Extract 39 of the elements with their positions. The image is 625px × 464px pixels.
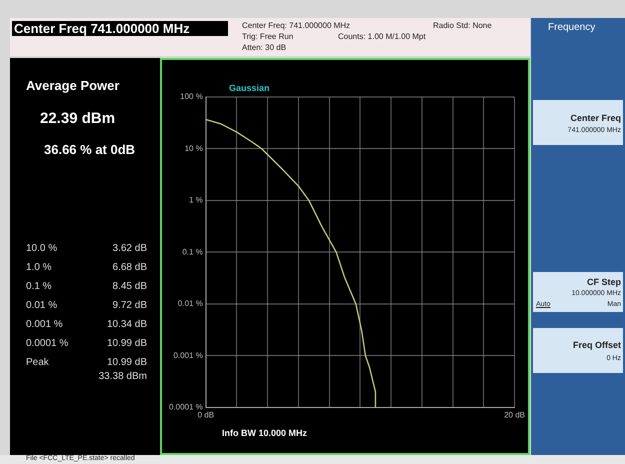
text: Center Freq 741.000000 MHz (12, 21, 228, 36)
text: Frequency (548, 22, 596, 33)
text: 6.68 dB (112, 262, 147, 273)
text: Counts: 1.00 M/1.00 Mpt (338, 32, 426, 41)
text: 0.1 % (26, 281, 52, 292)
text: 0.001 % (26, 319, 63, 330)
y-tick-label: 0.1 % (182, 247, 203, 256)
text: Info BW 10.000 MHz (222, 428, 308, 438)
text: 33.38 dBm (98, 371, 147, 382)
text: Average Power (26, 78, 120, 93)
text: 0.0001 % (26, 338, 68, 349)
text: 36.66 % at 0dB (44, 142, 136, 157)
text: 10.34 dB (106, 319, 147, 330)
text: Center Freq (570, 113, 621, 123)
text: Gaussian (229, 83, 270, 93)
y-tick-label: 10 % (184, 144, 203, 153)
text: 0.01 % (26, 300, 58, 311)
text: CF Step (586, 277, 621, 287)
text: Freq Offset (572, 340, 621, 350)
text: 8.45 dB (112, 281, 147, 292)
text: 3.62 dB (112, 243, 147, 254)
y-tick-label: 0.01 % (178, 299, 203, 308)
y-tick-label: 1 % (189, 196, 203, 205)
text: Peak (26, 357, 49, 368)
text: 22.39 dBm (40, 110, 116, 127)
x-tick-label: 20 dB (504, 410, 525, 420)
text: Radio Std: None (433, 21, 492, 30)
y-tick-label: 0.0001 % (168, 402, 203, 412)
text: 1.0 % (26, 262, 52, 273)
text: Trig: Free Run (242, 32, 294, 41)
y-tick-label: 0.001 % (173, 350, 203, 360)
x-tick-label: 0 dB (198, 410, 214, 420)
text: 10.0 % (26, 243, 58, 254)
text: 9.72 dB (112, 300, 147, 311)
text: 10.99 dB (106, 338, 147, 349)
text: 10.99 dB (106, 357, 147, 368)
text: Atten: 30 dB (242, 43, 286, 52)
y-tick-label: 100 % (180, 92, 203, 102)
text: Center Freq: 741.000000 MHz (242, 21, 350, 30)
